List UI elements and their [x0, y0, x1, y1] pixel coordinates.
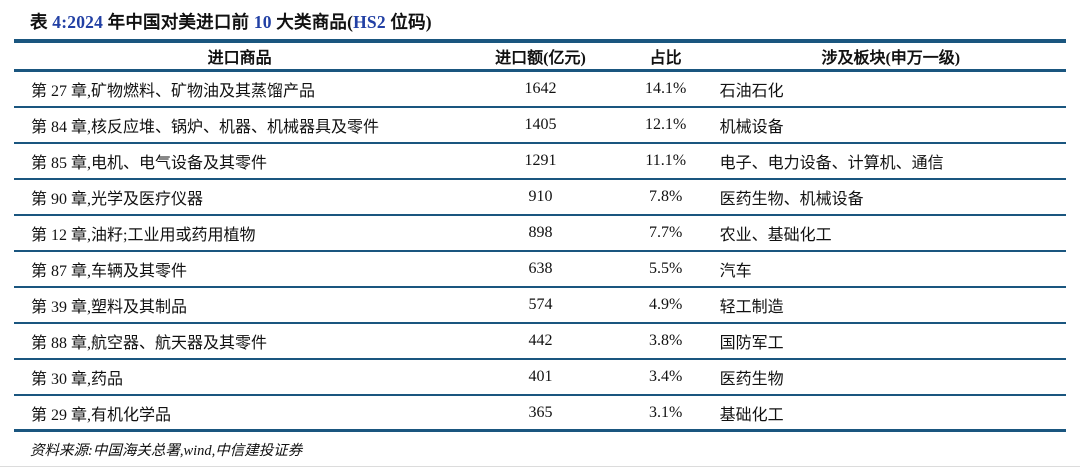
row-amount: 401 — [528, 368, 553, 385]
row-share: 12.1% — [645, 116, 687, 133]
column-header-sectors: 涉及板块(申万一级) — [821, 50, 961, 67]
row-amount: 365 — [528, 403, 553, 421]
row-amount: 1642 — [524, 80, 557, 97]
row-commodity: 第 87 章,车辆及其零件 — [31, 263, 188, 280]
row-commodity: 第 30 章,药品 — [31, 371, 124, 388]
row-share: 14.1% — [645, 80, 687, 97]
row-sectors: 机械设备 — [719, 119, 784, 136]
column-header-amount: 进口额(亿元) — [495, 50, 586, 67]
title-number: 4:2024 — [52, 12, 104, 32]
row-amount: 442 — [528, 332, 553, 349]
row-share: 4.9% — [649, 296, 683, 313]
row-share: 3.8% — [649, 332, 683, 349]
row-commodity: 第 12 章,油籽;工业用或药用植物 — [31, 227, 256, 244]
row-commodity: 第 39 章,塑料及其制品 — [31, 299, 188, 316]
row-sectors: 医药生物 — [719, 371, 784, 388]
row-commodity: 第 88 章,航空器、航天器及其零件 — [31, 335, 268, 352]
row-commodity: 第 90 章,光学及医疗仪器 — [31, 191, 204, 208]
row-share: 7.7% — [649, 224, 683, 241]
row-share: 5.5% — [649, 260, 683, 277]
title-number: HS2 — [353, 12, 386, 32]
row-share: 7.8% — [649, 188, 683, 205]
row-commodity: 第 84 章,核反应堆、锅炉、机器、机械器具及零件 — [31, 119, 380, 136]
table-body: 第 27 章,矿物燃料、矿物油及其蒸馏产品 1642 14.1% 石油石化第 84 章… — [14, 72, 1066, 432]
row-commodity: 第 29 章,有机化学品 — [31, 406, 172, 424]
row-amount: 898 — [528, 224, 553, 241]
column-header-share: 占比 — [649, 50, 682, 67]
imports-table: 进口商品 进口额(亿元) 占比 涉及板块(申万一级) 第 27 章,矿物燃料、矿… — [14, 39, 1066, 432]
table-title: 表 4:2024 年中国对美进口前 10 大类商品(HS2 位码) — [30, 0, 1066, 39]
table-row: 第 39 章,塑料及其制品 574 4.9% 轻工制造 — [14, 288, 1066, 324]
table-row: 第 87 章,车辆及其零件 638 5.5% 汽车 — [14, 252, 1066, 288]
row-sectors: 医药生物、机械设备 — [719, 191, 864, 208]
row-amount: 574 — [528, 296, 553, 313]
table-row: 第 30 章,药品 401 3.4% 医药生物 — [14, 360, 1066, 396]
table-row: 第 90 章,光学及医疗仪器 910 7.8% 医药生物、机械设备 — [14, 180, 1066, 216]
row-amount: 638 — [528, 260, 553, 277]
row-commodity: 第 85 章,电机、电气设备及其零件 — [31, 155, 268, 172]
title-text: 位码) — [385, 12, 432, 32]
row-sectors: 农业、基础化工 — [719, 227, 832, 244]
row-share: 11.1% — [645, 152, 687, 169]
row-amount: 1405 — [524, 116, 557, 133]
table-row: 第 29 章,有机化学品 365 3.1% 基础化工 — [14, 396, 1066, 432]
table-row: 第 85 章,电机、电气设备及其零件 1291 11.1% 电子、电力设备、计算机、通… — [14, 144, 1066, 180]
row-sectors: 轻工制造 — [719, 299, 784, 316]
row-sectors: 汽车 — [719, 263, 752, 280]
table-row: 第 12 章,油籽;工业用或药用植物 898 7.7% 农业、基础化工 — [14, 216, 1066, 252]
title-number: 10 — [253, 12, 272, 32]
title-text: 年中国对美进口前 — [103, 12, 254, 32]
row-amount: 910 — [528, 188, 553, 205]
title-text: 大类商品( — [271, 12, 354, 32]
row-sectors: 国防军工 — [719, 335, 784, 352]
row-share: 3.1% — [649, 403, 683, 421]
row-sectors: 电子、电力设备、计算机、通信 — [719, 155, 944, 172]
table-row: 第 88 章,航空器、航天器及其零件 442 3.8% 国防军工 — [14, 324, 1066, 360]
row-commodity: 第 27 章,矿物燃料、矿物油及其蒸馏产品 — [31, 83, 316, 100]
table-header-row: 进口商品 进口额(亿元) 占比 涉及板块(申万一级) — [14, 43, 1066, 72]
bottom-divider — [0, 466, 1080, 467]
row-share: 3.4% — [649, 368, 683, 385]
column-header-commodity: 进口商品 — [207, 50, 272, 67]
row-amount: 1291 — [524, 152, 557, 169]
title-text: 表 — [30, 12, 53, 32]
source-note: 资料来源:中国海关总署,wind,中信建投证券 — [30, 443, 303, 459]
table-row: 第 84 章,核反应堆、锅炉、机器、机械器具及零件 1405 12.1% 机械设备 — [14, 108, 1066, 144]
table-row: 第 27 章,矿物燃料、矿物油及其蒸馏产品 1642 14.1% 石油石化 — [14, 72, 1066, 108]
row-sectors: 石油石化 — [719, 83, 784, 100]
row-sectors: 基础化工 — [719, 406, 784, 424]
